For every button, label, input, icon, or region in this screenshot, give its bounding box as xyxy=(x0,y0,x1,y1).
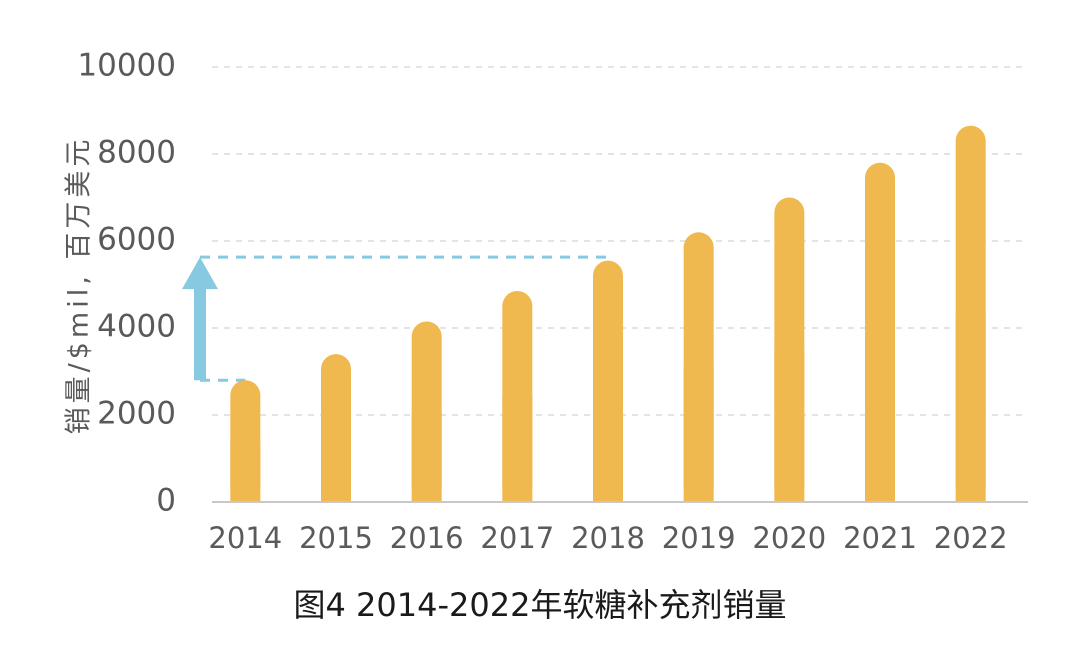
bar-base xyxy=(683,367,714,502)
bar-base xyxy=(411,411,442,502)
y-tick-labels: 0 2000 4000 6000 8000 10000 xyxy=(77,48,176,519)
bar-base xyxy=(955,313,986,502)
bar-base xyxy=(502,396,533,502)
x-tick-label: 2020 xyxy=(752,521,826,555)
y-tick-label: 4000 xyxy=(97,309,176,345)
bar-base xyxy=(593,381,623,502)
x-tick-label: 2018 xyxy=(571,521,645,555)
x-tick-label: 2016 xyxy=(390,521,464,555)
y-tick-label: 8000 xyxy=(97,135,176,171)
y-tick-label: 6000 xyxy=(97,222,176,258)
bars xyxy=(230,125,986,503)
y-tick-label: 2000 xyxy=(97,396,176,432)
bar-base xyxy=(774,349,805,502)
y-tick-label: 0 xyxy=(156,483,176,519)
x-tick-label: 2019 xyxy=(662,521,736,555)
bar-base xyxy=(230,441,261,502)
x-tick-label: 2017 xyxy=(480,521,554,555)
up-arrow-icon xyxy=(182,257,218,381)
bar-base xyxy=(865,332,895,502)
x-tick-label: 2021 xyxy=(843,521,917,555)
x-tick-labels: 2014 2015 2016 2017 2018 2019 2020 2021 2022 xyxy=(208,521,1007,555)
figure-caption: 图4 2014-2022年软糖补充剂销量 xyxy=(293,586,787,624)
x-tick-label: 2015 xyxy=(299,521,373,555)
growth-annotation xyxy=(182,255,614,382)
bar-base xyxy=(321,428,351,502)
x-tick-label: 2022 xyxy=(934,521,1008,555)
y-axis-label: 销量/$mil, 百万美元 xyxy=(64,136,95,435)
x-tick-label: 2014 xyxy=(208,521,282,555)
y-tick-label: 10000 xyxy=(77,48,176,84)
